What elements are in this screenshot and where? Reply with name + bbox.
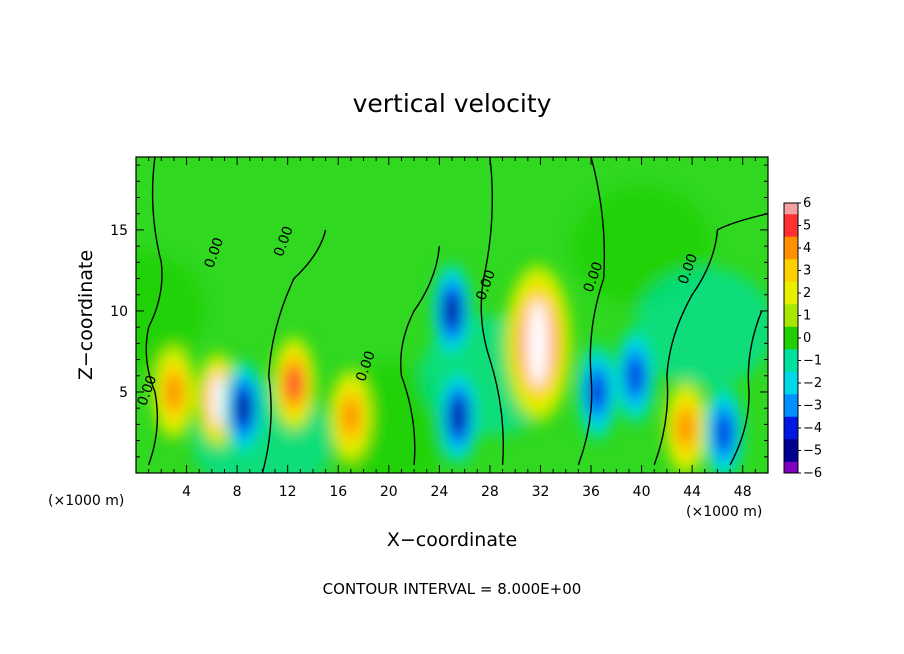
colorbar-label-5: 1 <box>803 309 811 324</box>
x-tick-label-48: 48 <box>734 484 752 500</box>
zero-contour-6 <box>729 310 763 466</box>
zero-contour-3 <box>480 157 504 465</box>
x-axis-label: X−coordinate <box>387 529 517 551</box>
zero-contours <box>145 157 768 473</box>
y-axis-ticks: 5 10 15 <box>110 164 768 458</box>
zero-contour-0 <box>145 157 163 466</box>
x-tick-label-8: 8 <box>233 484 242 500</box>
field-feature-3-core <box>526 299 550 388</box>
colorbar-swatch-7 <box>784 349 798 373</box>
y-axis-label: Z−coordinate <box>75 250 97 380</box>
y-tick-label-5: 5 <box>119 385 128 401</box>
chart-title: vertical velocity <box>353 89 552 118</box>
x-tick-label-24: 24 <box>430 484 448 500</box>
field-background-4 <box>634 267 768 388</box>
zero-contour-4 <box>577 157 606 466</box>
x-unit-right: (×1000 m) <box>686 504 762 520</box>
x-tick-label-36: 36 <box>582 484 600 500</box>
colorbar-swatch-1 <box>784 214 798 238</box>
colorbar-swatch-5 <box>784 304 798 328</box>
field-feature-10-level-4 <box>627 357 643 394</box>
colorbar-swatch-0 <box>784 203 798 215</box>
x-tick-label-20: 20 <box>380 484 398 500</box>
colorbar: 6 5 4 3 2 1 0 −1 −2 −3 −4 −5 −6 <box>783 196 822 481</box>
colorbar-label-9: −3 <box>803 399 822 414</box>
x-axis-ticks: 4 8 12 16 20 24 28 32 36 40 44 48 <box>148 157 756 500</box>
colorbar-label-11: −5 <box>803 444 822 459</box>
field-feature-11-level-4 <box>716 414 732 451</box>
field-feature-8-level-5 <box>452 401 465 432</box>
x-tick-label-16: 16 <box>329 484 347 500</box>
colorbar-label-8: −2 <box>803 376 822 391</box>
colorbar-label-12: −6 <box>803 466 822 481</box>
colorbar-label-3: 3 <box>803 264 811 279</box>
x-tick-label-40: 40 <box>633 484 651 500</box>
colorbar-label-6: 0 <box>803 331 811 346</box>
velocity-field <box>136 186 768 473</box>
x-tick-label-12: 12 <box>279 484 297 500</box>
field-feature-2-level-4 <box>342 398 360 435</box>
field-feature-4-level-4 <box>677 409 695 446</box>
y-tick-label-15: 15 <box>110 223 128 239</box>
x-unit-left: (×1000 m) <box>48 493 124 509</box>
colorbar-swatch-3 <box>784 259 798 283</box>
colorbar-swatch-11 <box>784 439 798 463</box>
colorbar-label-2: 4 <box>803 241 811 256</box>
field-feature-7-level-5 <box>445 296 459 326</box>
colorbar-swatch-9 <box>784 394 798 418</box>
colorbar-swatch-6 <box>784 326 798 350</box>
x-tick-label-32: 32 <box>532 484 550 500</box>
field-feature-6-level-5 <box>237 393 250 424</box>
x-tick-label-44: 44 <box>683 484 701 500</box>
colorbar-label-1: 5 <box>803 219 811 234</box>
colorbar-swatch-4 <box>784 281 798 305</box>
field-feature-5-level-4 <box>165 373 183 410</box>
zero-contour-2 <box>400 246 441 465</box>
field-feature-0-core <box>210 373 226 427</box>
contour-interval-note: CONTOUR INTERVAL = 8.000E+00 <box>323 580 582 598</box>
plot-area: 0.000.00 0.000.000.00 0.00 0.00 <box>135 156 769 474</box>
colorbar-swatch-12 <box>784 461 798 474</box>
colorbar-label-7: −1 <box>803 354 822 369</box>
field-background-0 <box>136 250 206 371</box>
zero-contour-5 <box>653 213 768 466</box>
y-tick-label-10: 10 <box>110 304 128 320</box>
zero-contour-1 <box>261 229 327 473</box>
x-tick-label-4: 4 <box>182 484 191 500</box>
colorbar-label-0: 6 <box>803 196 811 211</box>
colorbar-swatch-2 <box>784 236 798 260</box>
field-feature-1-level-5 <box>287 368 301 399</box>
colorbar-swatch-8 <box>784 371 798 395</box>
colorbar-label-10: −4 <box>803 421 822 436</box>
colorbar-label-4: 2 <box>803 286 811 301</box>
x-tick-label-28: 28 <box>481 484 499 500</box>
colorbar-swatch-10 <box>784 416 798 440</box>
field-feature-9-level-4 <box>589 373 605 410</box>
